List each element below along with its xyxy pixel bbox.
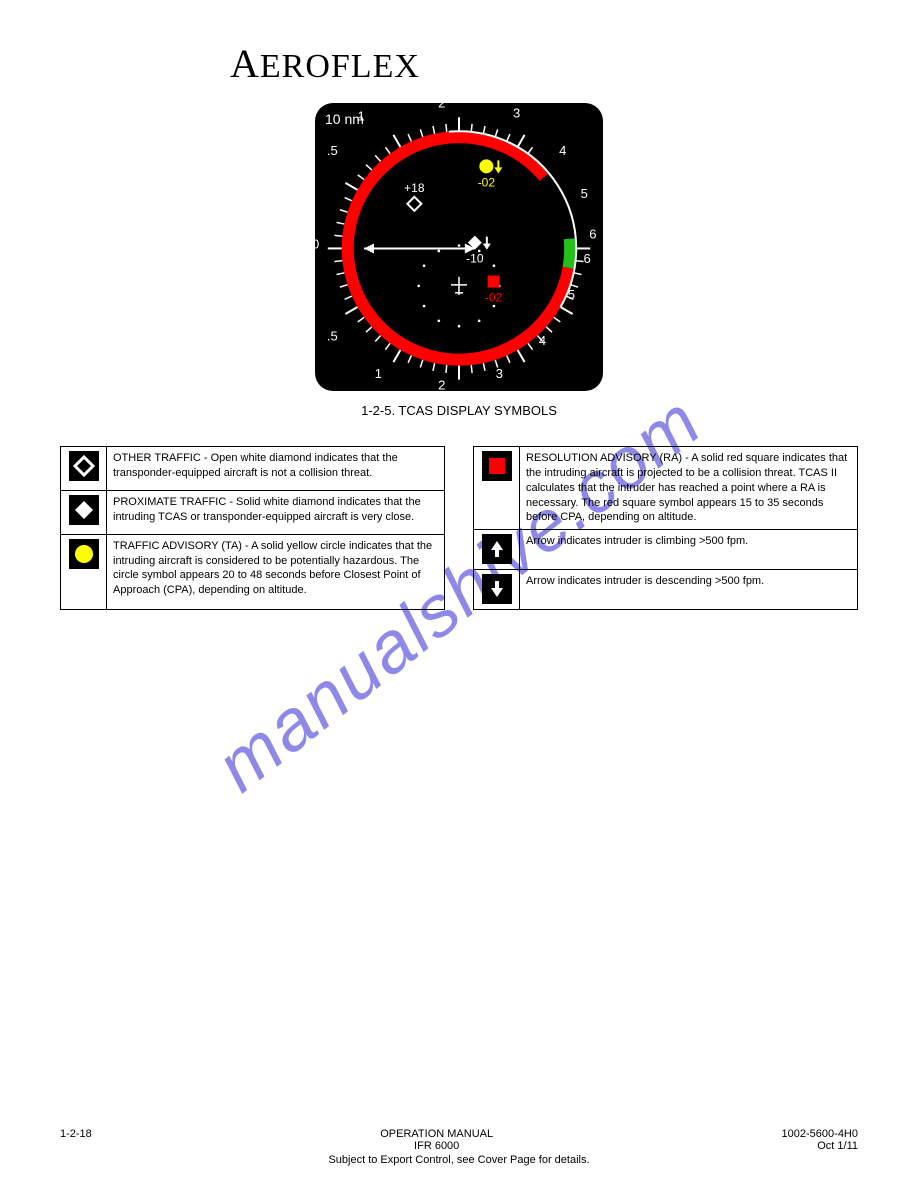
symbol-icon-cell xyxy=(61,534,107,609)
symbol-description: OTHER TRAFFIC - Open white diamond indic… xyxy=(107,447,445,491)
symbol-table-right: RESOLUTION ADVISORY (RA) - A solid red s… xyxy=(473,446,858,610)
svg-text:3: 3 xyxy=(513,105,520,120)
svg-text:-02: -02 xyxy=(478,175,496,189)
symbol-icon-cell xyxy=(61,490,107,534)
symbol-icon xyxy=(69,539,99,569)
svg-text:2: 2 xyxy=(438,378,445,391)
symbol-icon-cell xyxy=(474,570,520,610)
symbol-icon-cell xyxy=(61,447,107,491)
svg-text:1: 1 xyxy=(375,366,382,381)
svg-text:6: 6 xyxy=(589,226,596,241)
symbol-tables: OTHER TRAFFIC - Open white diamond indic… xyxy=(60,446,858,610)
logo-rest: EROFLEX xyxy=(260,48,420,85)
symbol-icon xyxy=(69,451,99,481)
symbol-icon xyxy=(482,534,512,564)
svg-text:1: 1 xyxy=(357,108,364,123)
symbol-icon-cell xyxy=(474,530,520,570)
page-content: AEROFLEX 10 nm 123456654321.50.5+18-10-0… xyxy=(0,0,918,610)
svg-text:4: 4 xyxy=(539,333,546,348)
symbol-description: Arrow indicates intruder is climbing >50… xyxy=(520,530,858,570)
brand-logo: AEROFLEX xyxy=(230,48,420,85)
footer-left: 1-2-18 xyxy=(60,1128,92,1152)
table-row: PROXIMATE TRAFFIC - Solid white diamond … xyxy=(61,490,445,534)
tcas-display-wrap: 10 nm 123456654321.50.5+18-10-02-02 xyxy=(60,103,858,391)
svg-text:6: 6 xyxy=(584,251,591,266)
symbol-description: PROXIMATE TRAFFIC - Solid white diamond … xyxy=(107,490,445,534)
left-tbody: OTHER TRAFFIC - Open white diamond indic… xyxy=(61,447,445,610)
svg-text:4: 4 xyxy=(559,143,566,158)
symbol-table-left: OTHER TRAFFIC - Open white diamond indic… xyxy=(60,446,445,610)
svg-text:-10: -10 xyxy=(466,252,484,266)
svg-text:-02: -02 xyxy=(485,291,503,305)
symbol-icon-cell xyxy=(474,447,520,530)
symbol-icon xyxy=(482,574,512,604)
page-footer: 1-2-18 OPERATION MANUAL IFR 6000 1002-56… xyxy=(60,1128,858,1152)
right-tbody: RESOLUTION ADVISORY (RA) - A solid red s… xyxy=(474,447,858,610)
svg-text:+18: +18 xyxy=(404,181,425,195)
svg-text:.5: .5 xyxy=(327,143,338,158)
tcas-svg: 1 2 3 4 5 6 6 5 4 3 2 1 .5 0 .5 +18 -10 -02 -02 xyxy=(315,103,603,391)
svg-text:2: 2 xyxy=(438,103,445,110)
table-row: OTHER TRAFFIC - Open white diamond indic… xyxy=(61,447,445,491)
symbol-description: Arrow indicates intruder is descending >… xyxy=(520,570,858,610)
table-row: Arrow indicates intruder is descending >… xyxy=(474,570,858,610)
symbol-description: RESOLUTION ADVISORY (RA) - A solid red s… xyxy=(520,447,858,530)
tcas-display: 10 nm 123456654321.50.5+18-10-02-02 xyxy=(315,103,603,391)
symbol-icon xyxy=(482,451,512,481)
symbol-icon xyxy=(69,495,99,525)
footer-center: OPERATION MANUAL IFR 6000 xyxy=(380,1128,493,1152)
figure-caption: 1-2-5. TCAS DISPLAY SYMBOLS xyxy=(60,403,858,418)
svg-text:5: 5 xyxy=(581,186,588,201)
logo-row: AEROFLEX xyxy=(230,40,858,87)
svg-text:0: 0 xyxy=(315,236,319,251)
svg-text:3: 3 xyxy=(496,366,503,381)
table-row: RESOLUTION ADVISORY (RA) - A solid red s… xyxy=(474,447,858,530)
table-row: TRAFFIC ADVISORY (TA) - A solid yellow c… xyxy=(61,534,445,609)
symbol-description: TRAFFIC ADVISORY (TA) - A solid yellow c… xyxy=(107,534,445,609)
logo-cap: A xyxy=(230,41,260,86)
export-control-note: Subject to Export Control, see Cover Pag… xyxy=(0,1154,918,1166)
footer-right: 1002-5600-4H0 Oct 1/11 xyxy=(782,1128,858,1152)
table-row: Arrow indicates intruder is climbing >50… xyxy=(474,530,858,570)
svg-text:5: 5 xyxy=(568,287,575,302)
svg-text:.5: .5 xyxy=(327,329,338,344)
